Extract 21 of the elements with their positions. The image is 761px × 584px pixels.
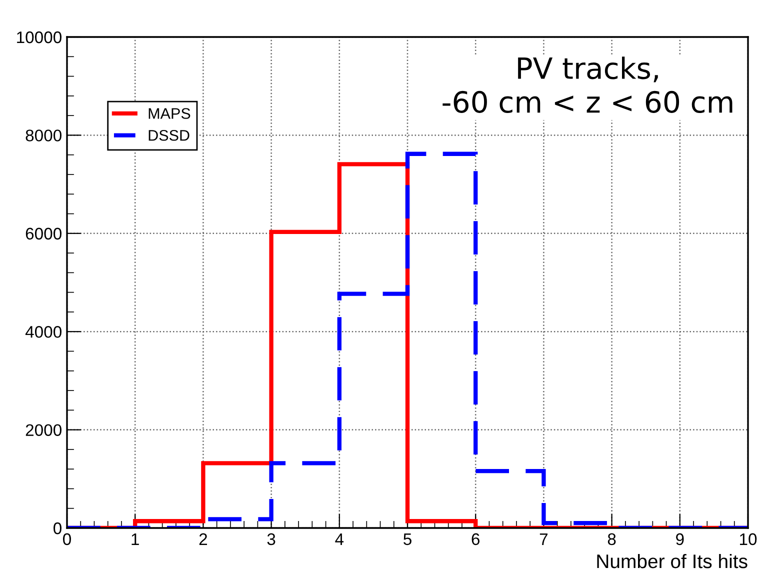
annotation: PV tracks, -60 cm < z < 60 cm [442,56,732,113]
x-tick-label: 3 [267,533,276,546]
y-tick-label: 2000 [26,424,62,436]
x-tick-label: 10 [740,533,757,546]
y-tick-label: 6000 [26,228,62,240]
legend-label: DSSD [148,130,190,141]
y-tick-label: 0 [54,522,62,534]
x-tick-label: 9 [676,533,684,546]
x-tick-label: 6 [472,533,480,546]
x-axis-title: Number of Its hits [597,554,748,568]
legend-label: MAPS [148,108,190,119]
x-tick-label: 8 [608,533,616,546]
y-tick-label: 4000 [25,326,62,338]
y-tick-label: 8000 [26,130,62,142]
x-tick-label: 4 [335,533,344,545]
x-tick-label: 0 [63,533,71,546]
x-tick-label: 2 [199,533,207,545]
x-tick-label: 1 [132,533,139,545]
y-tick-label: 10000 [17,31,62,44]
x-tick-label: 7 [540,533,548,545]
x-tick-label: 5 [404,533,412,546]
